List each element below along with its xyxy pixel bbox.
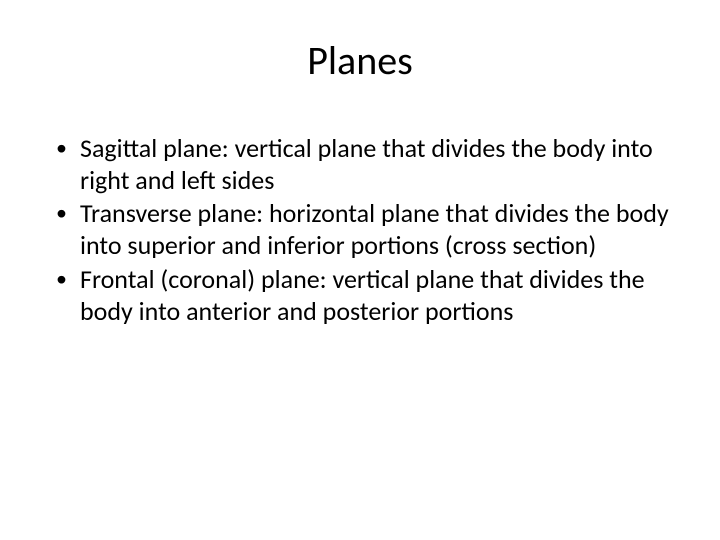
bullet-list: Sagittal plane: vertical plane that divi… — [50, 133, 670, 327]
list-item: Frontal (coronal) plane: vertical plane … — [54, 264, 670, 327]
list-item: Sagittal plane: vertical plane that divi… — [54, 133, 670, 196]
slide: Planes Sagittal plane: vertical plane th… — [0, 0, 720, 540]
list-item: Transverse plane: horizontal plane that … — [54, 198, 670, 261]
slide-title: Planes — [50, 36, 670, 85]
